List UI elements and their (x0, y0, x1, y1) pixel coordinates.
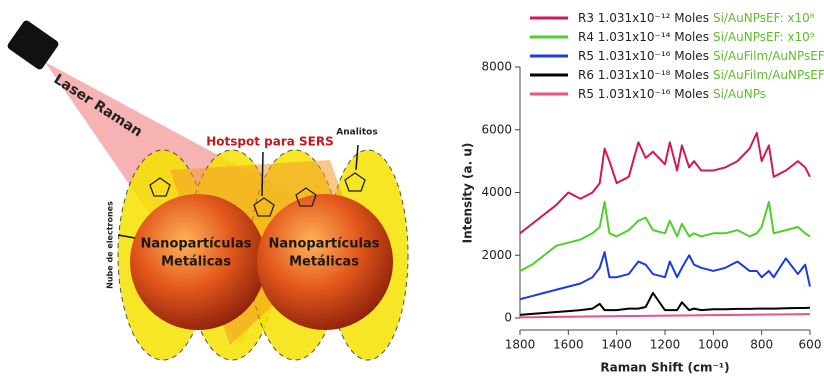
particle-label: Nanopartículas (141, 237, 252, 252)
legend-name: R3 1.031x10⁻¹² Moles (578, 11, 709, 25)
pointer (261, 151, 264, 197)
x-tick-label: 1400 (601, 338, 632, 352)
nanoparticle (257, 194, 393, 330)
x-tick-label: 800 (750, 338, 773, 352)
particle-label: Nanopartículas (269, 237, 380, 252)
electron-cloud-label: Nube de electrones (106, 201, 115, 289)
particle-label: Metálicas (289, 255, 359, 270)
particle-label: Metálicas (161, 255, 231, 270)
series-line (519, 313, 811, 319)
y-tick-label: 4000 (481, 185, 512, 199)
laser-source (7, 20, 59, 70)
legend-entry: R6 1.031x10⁻¹⁸ Moles Si/AuFilm/AuNPsEF: (578, 68, 824, 82)
y-tick-label: 0 (504, 311, 512, 325)
x-tick-label: 1000 (698, 338, 729, 352)
x-tick-label: 1600 (553, 338, 584, 352)
legend-substrate: Si/AuFilm/AuNPsEF: (713, 49, 824, 63)
analytes-label: Analitos (336, 128, 377, 138)
legend-substrate: Si/AuNPsEF: x10⁹ (713, 30, 815, 44)
legend-name: R5 1.031x10⁻¹⁶ Moles (578, 49, 709, 63)
legend-entry: R5 1.031x10⁻¹⁶ Moles Si/AuNPs (578, 87, 766, 101)
y-tick-label: 8000 (481, 60, 512, 74)
legend-name: R4 1.031x10⁻¹⁴ Moles (578, 30, 709, 44)
legend-substrate: Si/AuFilm/AuNPsEF: (713, 68, 824, 82)
y-tick-label: 2000 (481, 248, 512, 262)
analyte-molecules (149, 172, 366, 217)
pointer (117, 234, 136, 239)
hotspot-label: Hotspot para SERS (206, 135, 334, 149)
x-tick-label: 1800 (505, 338, 536, 352)
x-tick-label: 1200 (650, 338, 681, 352)
series-line (519, 200, 811, 272)
series-line (519, 251, 811, 301)
pointer (355, 144, 359, 171)
series-line (519, 131, 811, 235)
nanoparticle (130, 194, 266, 330)
series-line (519, 291, 811, 316)
legend-name: R5 1.031x10⁻¹⁶ Moles (578, 87, 709, 101)
legend-substrate: Si/AuNPs (713, 87, 766, 101)
x-tick-label: 600 (799, 338, 822, 352)
legend-name: R6 1.031x10⁻¹⁸ Moles (578, 68, 709, 82)
legend-entry: R4 1.031x10⁻¹⁴ Moles Si/AuNPsEF: x10⁹ (578, 30, 815, 44)
legend-entry: R5 1.031x10⁻¹⁶ Moles Si/AuFilm/AuNPsEF: (578, 49, 824, 63)
y-axis-label: Intensity (a. u) (461, 143, 475, 244)
legend-substrate: Si/AuNPsEF: x10⁸ (713, 11, 815, 25)
x-axis-label: Raman Shift (cm⁻¹) (600, 361, 729, 375)
y-tick-label: 6000 (481, 122, 512, 136)
diagram: Laser Raman Hotspot para SERS Analitos N… (7, 20, 409, 361)
chart: Raman Shift (cm⁻¹) Intensity (a. u) 0 200… (461, 11, 824, 375)
legend-entry: R3 1.031x10⁻¹² Moles Si/AuNPsEF: x10⁸ (578, 11, 815, 25)
